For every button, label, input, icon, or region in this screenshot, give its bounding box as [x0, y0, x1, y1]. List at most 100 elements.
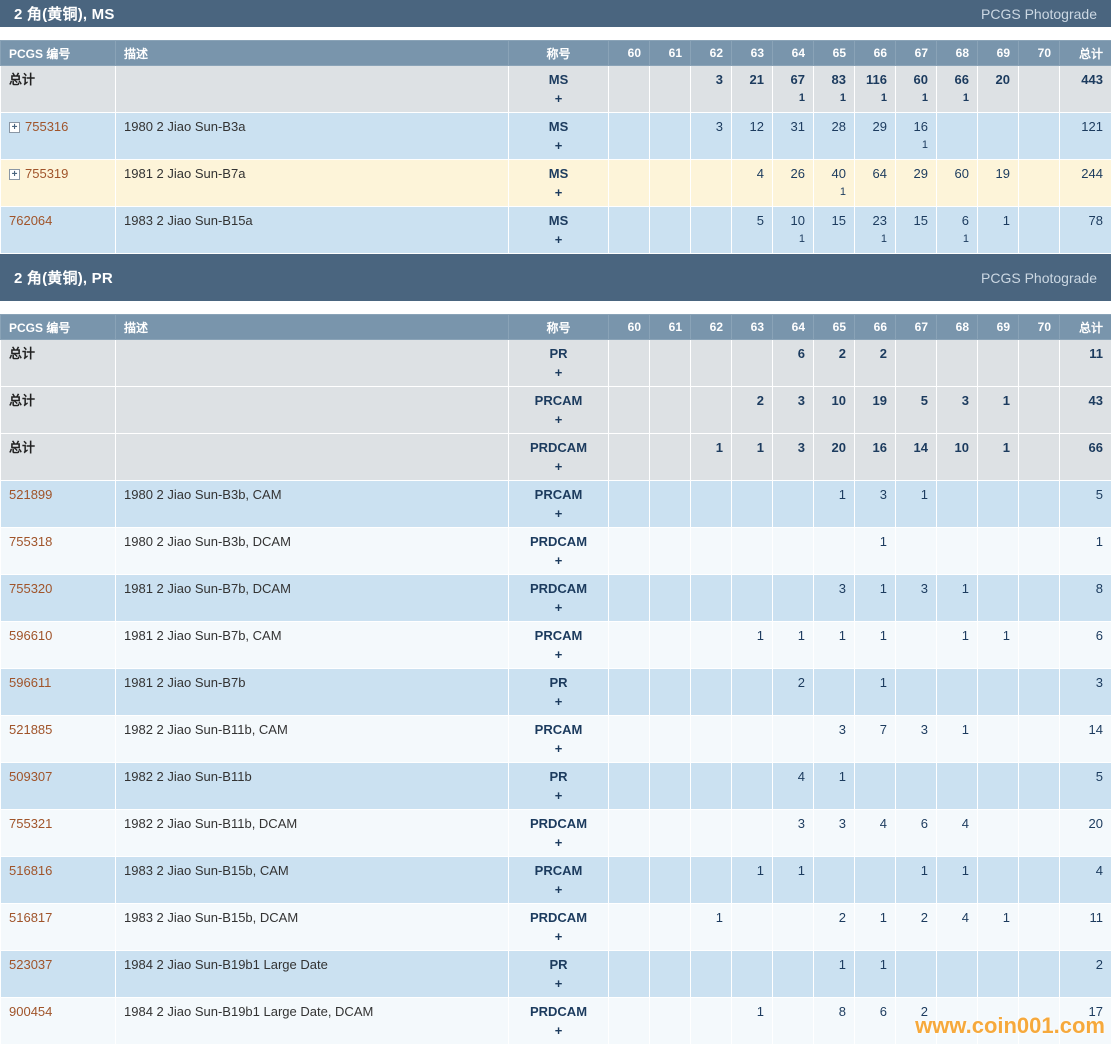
- col-header-grade-62: 62: [690, 314, 732, 340]
- table-row: 762064 1983 2 Jiao Sun-B15a MS +5 10 1 15 23 1 15…: [0, 206, 1111, 254]
- grade-count: 4: [756, 166, 764, 181]
- pcgs-number-link[interactable]: 516817: [9, 910, 53, 925]
- grade-cell-70: [1018, 159, 1060, 207]
- col-header-grade-64: 64: [772, 40, 814, 66]
- grade-cell-68: 66 1: [936, 65, 978, 113]
- col-header-grade-66: 66: [854, 40, 896, 66]
- grade-cell-69: [977, 480, 1019, 528]
- grade-cell-65: 1: [813, 480, 855, 528]
- grade-cell-65: [813, 856, 855, 904]
- coin-description: 1981 2 Jiao Sun-B7b, DCAM: [115, 574, 509, 622]
- pcgs-number-link[interactable]: 521899: [9, 487, 53, 502]
- pcgs-number-link[interactable]: 521885: [9, 722, 53, 737]
- grade-cell-67: 5: [895, 386, 937, 434]
- grade-cell-60: [608, 65, 650, 113]
- pcgs-number-link[interactable]: 596611: [9, 675, 52, 690]
- grade-cell-64: 3: [772, 386, 814, 434]
- grade-cell-61: [649, 809, 691, 857]
- grade-cell-63: [731, 480, 773, 528]
- coin-description: 1981 2 Jiao Sun-B7b: [115, 668, 509, 716]
- grade-cell-69: 1: [977, 433, 1019, 481]
- expand-icon[interactable]: +: [9, 122, 20, 133]
- table-row: 755318 1980 2 Jiao Sun-B3b, DCAM PRDCAM +1 1: [0, 527, 1111, 575]
- grade-count: 20: [831, 440, 846, 455]
- expand-icon[interactable]: +: [9, 169, 20, 180]
- grade-plus-count: 1: [839, 92, 846, 104]
- grade-count: 3: [838, 722, 846, 737]
- grade-cell-65: 40 1: [813, 159, 855, 207]
- pcgs-number-link[interactable]: 900454: [9, 1004, 53, 1019]
- grade-cell-64: [772, 527, 814, 575]
- grade-cell-65: 3: [813, 574, 855, 622]
- designation-label: MS: [548, 72, 569, 87]
- grade-count: 3: [838, 816, 846, 831]
- row-total-cell: 244: [1059, 159, 1111, 207]
- grade-cell-66: 1: [854, 668, 896, 716]
- grade-cell-61: [649, 65, 691, 113]
- designation-label: PR: [549, 346, 568, 361]
- population-table: PCGS 编号 描述 称号 60 61 62 63 64 65 66 67 68 69 70 总计 总计 MS +…: [0, 40, 1111, 254]
- pcgs-number-link[interactable]: 509307: [9, 769, 53, 784]
- grade-count: 29: [913, 166, 928, 181]
- grade-count: 116: [866, 72, 887, 87]
- pcgs-number-link[interactable]: 755320: [9, 581, 53, 596]
- pcgs-number-link[interactable]: 523037: [9, 957, 53, 972]
- grade-cell-67: 16 1: [895, 112, 937, 160]
- photograde-link[interactable]: PCGS Photograde: [981, 5, 1097, 22]
- grade-cell-60: [608, 527, 650, 575]
- row-total-cell: 8: [1059, 574, 1111, 622]
- grade-cell-60: [608, 621, 650, 669]
- photograde-link[interactable]: PCGS Photograde: [981, 269, 1097, 286]
- grade-cell-64: [772, 715, 814, 763]
- designation-label: PR: [549, 675, 568, 690]
- designation-label: PRDCAM: [529, 440, 588, 455]
- pcgs-number-link[interactable]: 755318: [9, 534, 53, 549]
- designation-plus: +: [554, 647, 563, 662]
- grade-count: 15: [831, 213, 846, 228]
- coin-description: 1980 2 Jiao Sun-B3a: [115, 112, 509, 160]
- grade-count: 1: [838, 487, 846, 502]
- grade-cell-66: 1: [854, 903, 896, 951]
- grade-cell-61: [649, 762, 691, 810]
- pcgs-number-cell: 总计: [0, 433, 116, 481]
- grade-count: 15: [913, 213, 928, 228]
- pcgs-number-link[interactable]: 516816: [9, 863, 53, 878]
- total-label: 总计: [9, 440, 36, 455]
- grade-cell-70: [1018, 65, 1060, 113]
- designation-cell: PR +: [508, 762, 609, 810]
- grade-count: 19: [872, 393, 887, 408]
- grade-cell-66: 16: [854, 433, 896, 481]
- grade-cell-62: [690, 715, 732, 763]
- designation-label: MS: [548, 119, 569, 134]
- pcgs-number-link[interactable]: 755319: [25, 166, 69, 181]
- pcgs-number-link[interactable]: 755321: [9, 816, 53, 831]
- col-header-grade-69: 69: [977, 40, 1019, 66]
- coin-description: 1981 2 Jiao Sun-B7b, CAM: [115, 621, 509, 669]
- grade-cell-60: [608, 856, 650, 904]
- designation-plus: +: [554, 365, 563, 380]
- total-label: 总计: [9, 72, 36, 87]
- grade-count: 28: [831, 119, 846, 134]
- grade-cell-60: [608, 574, 650, 622]
- pcgs-number-link[interactable]: 762064: [9, 213, 53, 228]
- col-header-grade-62: 62: [690, 40, 732, 66]
- grade-count: 7: [879, 722, 887, 737]
- pcgs-number-cell: 516816: [0, 856, 116, 904]
- grade-cell-66: 29: [854, 112, 896, 160]
- pcgs-number-cell: 521899: [0, 480, 116, 528]
- pcgs-number-link[interactable]: 596610: [9, 628, 53, 643]
- grade-count: 2: [838, 346, 846, 361]
- grade-cell-66: 19: [854, 386, 896, 434]
- grade-cell-66: 7: [854, 715, 896, 763]
- pcgs-number-link[interactable]: 755316: [25, 119, 69, 134]
- grade-cell-68: [936, 480, 978, 528]
- grade-cell-68: [936, 997, 978, 1045]
- grade-cell-62: [690, 950, 732, 998]
- grade-cell-63: [731, 762, 773, 810]
- row-total-cell: 5: [1059, 480, 1111, 528]
- grade-cell-69: 19: [977, 159, 1019, 207]
- table-row: 596611 1981 2 Jiao Sun-B7b PR +2 1 3: [0, 668, 1111, 716]
- grade-cell-64: 3: [772, 433, 814, 481]
